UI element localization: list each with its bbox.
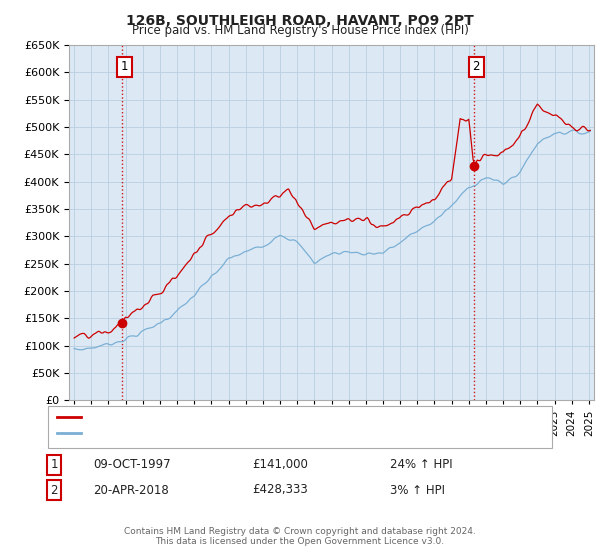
- Text: 20-APR-2018: 20-APR-2018: [93, 483, 169, 497]
- Text: 126B, SOUTHLEIGH ROAD, HAVANT, PO9 2PT (detached house): 126B, SOUTHLEIGH ROAD, HAVANT, PO9 2PT (…: [87, 412, 415, 422]
- Text: £428,333: £428,333: [252, 483, 308, 497]
- Text: Contains HM Land Registry data © Crown copyright and database right 2024.
This d: Contains HM Land Registry data © Crown c…: [124, 526, 476, 546]
- Text: 2: 2: [50, 483, 58, 497]
- Text: HPI: Average price, detached house, Havant: HPI: Average price, detached house, Hava…: [87, 428, 317, 438]
- Text: 24% ↑ HPI: 24% ↑ HPI: [390, 458, 452, 472]
- Text: 1: 1: [50, 458, 58, 472]
- Text: 3% ↑ HPI: 3% ↑ HPI: [390, 483, 445, 497]
- Text: Price paid vs. HM Land Registry's House Price Index (HPI): Price paid vs. HM Land Registry's House …: [131, 24, 469, 37]
- Text: 2: 2: [473, 60, 480, 73]
- Text: £141,000: £141,000: [252, 458, 308, 472]
- Text: 126B, SOUTHLEIGH ROAD, HAVANT, PO9 2PT: 126B, SOUTHLEIGH ROAD, HAVANT, PO9 2PT: [126, 14, 474, 28]
- Text: 09-OCT-1997: 09-OCT-1997: [93, 458, 170, 472]
- Text: 1: 1: [121, 60, 128, 73]
